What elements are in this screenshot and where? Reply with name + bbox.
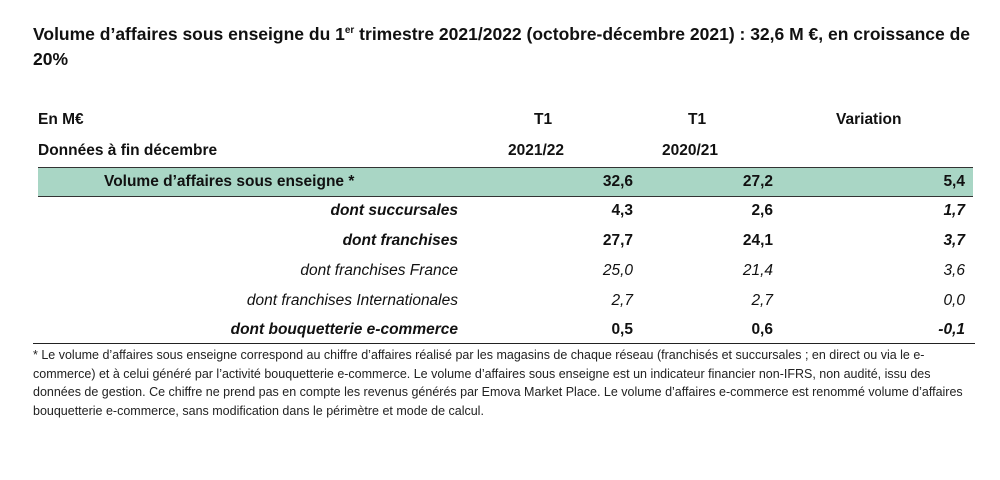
title-superscript: er [344,25,355,36]
title-text: Volume d’affaires sous enseigne du 1 [33,24,345,44]
col-header-2021-22: 2021/22 [508,142,565,159]
title-text-cont: trimestre 2021/2022 (octobre-décembre 20… [33,24,971,69]
cell-t1-2122: 4,3 [611,202,633,219]
col-header-t1-2122: T1 [534,111,553,128]
cell-variation: 1,7 [943,202,965,219]
table-row-total: Volume d’affaires sous enseigne * 32,6 2… [38,167,973,197]
table-row: dont franchises Internationales 2,7 2,7 … [38,287,973,315]
row-label: dont franchises Internationales [246,292,458,309]
cell-t1-2122: 0,5 [611,321,633,338]
cell-t1-2021: 2,6 [751,202,773,219]
col-header-variation: Variation [836,111,902,128]
row-label: dont franchises France [300,262,458,279]
cell-variation: -0,1 [938,321,965,338]
cell-t1-2122: 25,0 [602,262,633,279]
cell-t1-2122: 32,6 [602,173,633,190]
cell-variation: 5,4 [943,173,965,190]
table-row: dont bouquetterie e-commerce 0,5 0,6 -0,… [38,316,973,344]
table-row: dont franchises 27,7 24,1 3,7 [38,227,973,255]
cell-t1-2021: 24,1 [742,232,773,249]
table-row: dont succursales 4,3 2,6 1,7 [38,197,973,225]
cell-t1-2021: 27,2 [742,173,773,190]
cell-variation: 0,0 [943,292,965,309]
footnote: * Le volume d’affaires sous enseigne cor… [33,348,963,418]
cell-t1-2021: 0,6 [751,321,773,338]
col-header-2020-21: 2020/21 [662,142,719,159]
table-row: dont franchises France 25,0 21,4 3,6 [38,257,973,285]
page-title: Volume d’affaires sous enseigne du 1er t… [33,22,983,72]
cell-t1-2021: 21,4 [742,262,773,279]
cell-variation: 3,7 [943,232,965,249]
row-label: dont franchises [342,232,458,249]
row-label: dont succursales [330,202,459,219]
cell-t1-2021: 2,7 [751,292,773,309]
date-label: Données à fin décembre [38,142,218,159]
cell-t1-2122: 2,7 [611,292,633,309]
unit-label: En M€ [38,111,84,128]
row-label: Volume d’affaires sous enseigne * [104,173,355,190]
col-header-t1-2021: T1 [688,111,707,128]
cell-variation: 3,6 [943,262,965,279]
table-bottom-divider [33,343,975,344]
row-label: dont bouquetterie e-commerce [230,321,458,338]
cell-t1-2122: 27,7 [602,232,633,249]
